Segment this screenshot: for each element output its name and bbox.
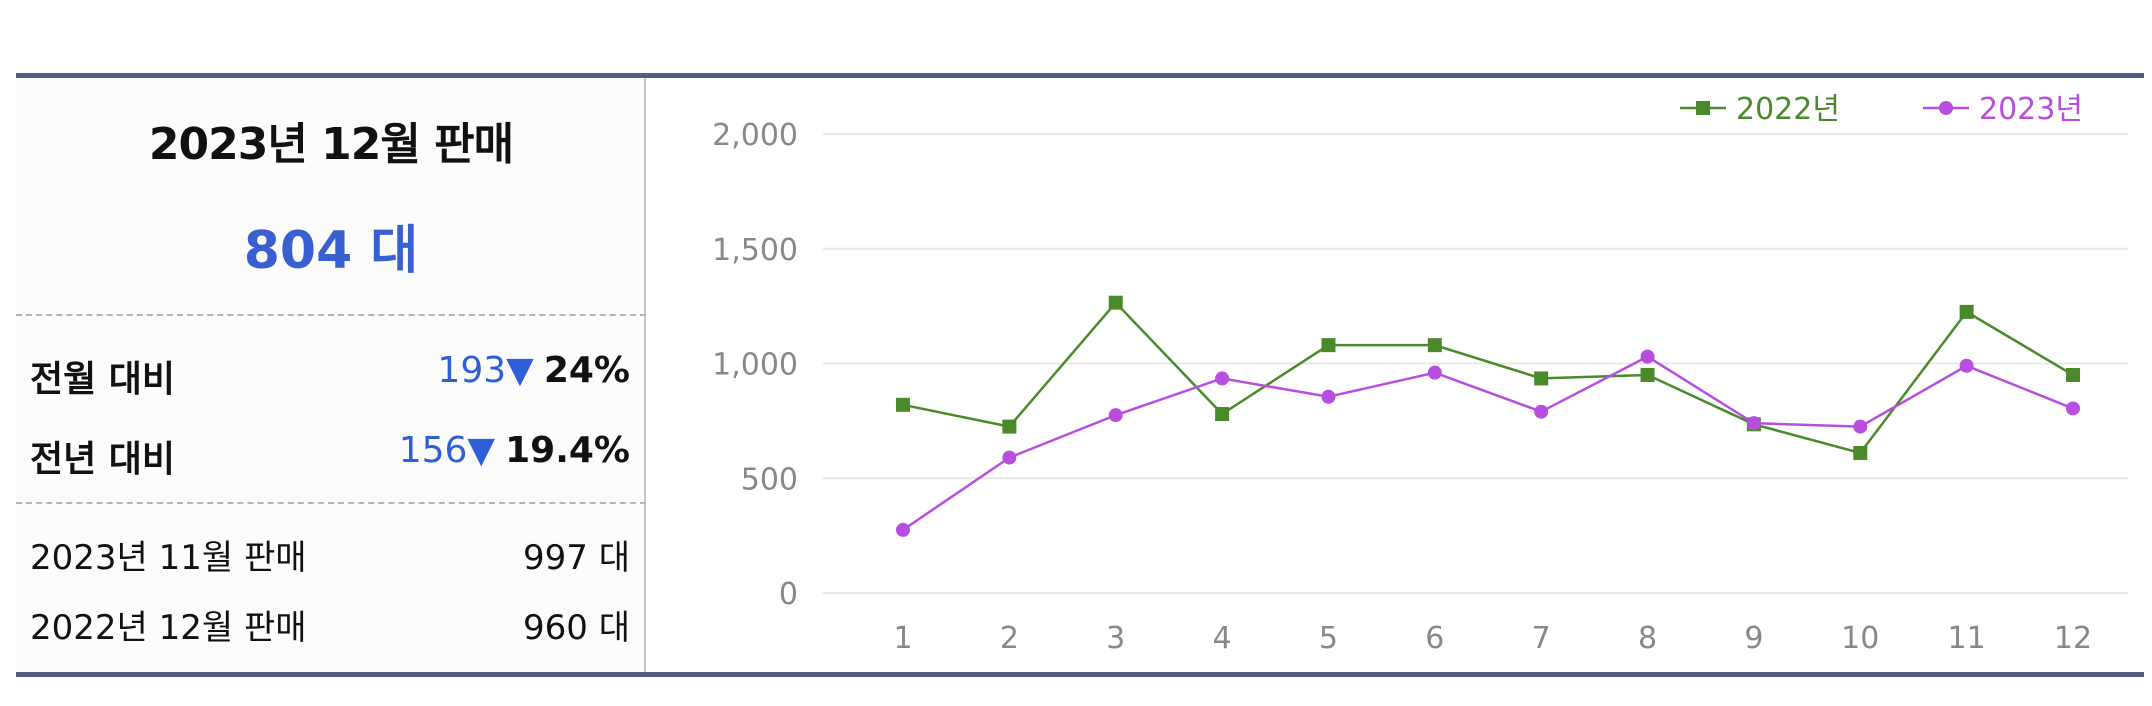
data-point [2066, 367, 2080, 382]
sales-line-chart: 0 500 1,000 1,500 2,000 1 2 3 4 5 6 7 8 9 10 11 12 2022년 2… [648, 78, 2144, 672]
data-point [1108, 295, 1123, 310]
data-point [1853, 446, 1868, 461]
data-point [1215, 371, 1230, 386]
data-point [1959, 304, 1974, 319]
data-point [2066, 401, 2080, 416]
data-point [1640, 349, 1655, 364]
x-tick-label: 2 [1000, 621, 1019, 656]
prev-year-label: 2022년 12월 판매 [30, 608, 307, 648]
x-tick-label: 6 [1425, 621, 1444, 656]
yoy-value: 156▼ 19.4% [399, 430, 630, 471]
mom-value: 193▼ 24% [437, 350, 630, 391]
series-line [902, 355, 2074, 531]
yoy-diff: 156 [398, 430, 468, 471]
total-sales: 804 대 [243, 221, 419, 281]
y-tick-label: 2,000 [712, 118, 798, 153]
data-point [1002, 450, 1017, 465]
sales-panel: 2023년 12월 판매 804 대 전월 대비 193▼ 24% 전년 대비 1… [16, 73, 2144, 677]
divider [16, 502, 646, 504]
data-point [1108, 408, 1123, 423]
summary-box: 2023년 12월 판매 804 대 전월 대비 193▼ 24% 전년 대비 1… [16, 78, 646, 672]
summary-title: 2023년 12월 판매 [148, 119, 514, 170]
x-tick-label: 4 [1213, 621, 1232, 656]
legend-label: 2023년 [1979, 92, 2083, 127]
mom-label: 전월 대비 [30, 359, 176, 400]
data-point [1427, 365, 1442, 380]
data-point [896, 522, 910, 537]
data-point [896, 397, 910, 412]
prev-year-value: 960 대 [523, 608, 630, 648]
x-tick-label: 1 [893, 621, 912, 656]
yoy-pct: 19.4% [505, 430, 630, 471]
data-point [1534, 371, 1549, 386]
down-arrow-icon: ▼ [506, 350, 534, 391]
data-point [1534, 404, 1549, 419]
yoy-label: 전년 대비 [30, 439, 176, 480]
data-point [1640, 367, 1655, 382]
data-point [1746, 416, 1761, 431]
data-point [1215, 406, 1230, 421]
data-point [1959, 358, 1974, 373]
data-point [1853, 419, 1868, 434]
prev-month-value: 997 대 [523, 538, 630, 578]
legend-label: 2022년 [1736, 92, 1840, 127]
x-tick-label: 8 [1638, 621, 1657, 656]
x-tick-label: 12 [2054, 621, 2092, 656]
y-tick-label: 0 [779, 577, 798, 612]
data-point [1321, 338, 1336, 353]
y-tick-label: 1,500 [712, 233, 798, 268]
legend-marker [1939, 101, 1953, 115]
x-tick-label: 5 [1319, 621, 1338, 656]
prev-month-label: 2023년 11월 판매 [30, 538, 307, 578]
data-point [1002, 419, 1017, 434]
x-tick-label: 3 [1106, 621, 1125, 656]
data-point [1427, 338, 1442, 353]
legend-marker [1696, 101, 1710, 115]
mom-pct: 24% [543, 350, 630, 391]
x-tick-label: 10 [1841, 621, 1879, 656]
series-line [902, 300, 2074, 455]
x-tick-label: 11 [1948, 621, 1986, 656]
x-tick-label: 7 [1532, 621, 1551, 656]
mom-diff: 193 [437, 350, 507, 391]
y-tick-label: 1,000 [712, 348, 798, 383]
divider [16, 314, 646, 316]
down-arrow-icon: ▼ [467, 430, 496, 471]
x-tick-label: 9 [1744, 621, 1763, 656]
y-tick-label: 500 [741, 462, 798, 497]
data-point [1321, 389, 1336, 404]
